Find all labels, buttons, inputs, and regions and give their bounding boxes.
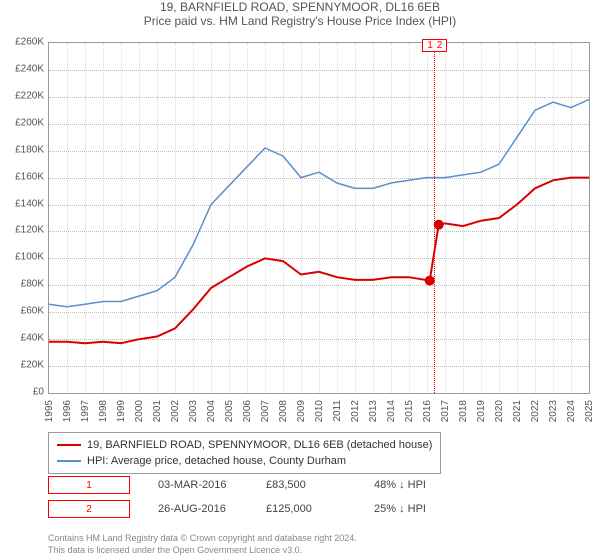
legend-item: 19, BARNFIELD ROAD, SPENNYMOOR, DL16 6EB… [57, 437, 432, 453]
transaction-row: 1 03-MAR-2016 £83,500 48% ↓ HPI [48, 476, 454, 494]
transaction-delta: 48% ↓ HPI [374, 479, 454, 491]
series-hpi_durham [49, 100, 589, 307]
callout-box: 12 [422, 39, 447, 52]
chart-plot-area: 12 [48, 42, 590, 394]
price-marker [425, 276, 435, 286]
legend-item: HPI: Average price, detached house, Coun… [57, 453, 432, 469]
transactions-table: 1 03-MAR-2016 £83,500 48% ↓ HPI 2 26-AUG… [48, 476, 454, 524]
footer-attribution: Contains HM Land Registry data © Crown c… [48, 532, 357, 556]
legend: 19, BARNFIELD ROAD, SPENNYMOOR, DL16 6EB… [48, 432, 441, 474]
footer-line: Contains HM Land Registry data © Crown c… [48, 532, 357, 544]
transaction-date: 26-AUG-2016 [158, 503, 238, 515]
x-axis-labels: 1995199619971998199920002001200220032004… [48, 396, 588, 436]
transaction-price: £125,000 [266, 503, 346, 515]
transaction-row: 2 26-AUG-2016 £125,000 25% ↓ HPI [48, 500, 454, 518]
legend-label: 19, BARNFIELD ROAD, SPENNYMOOR, DL16 6EB… [87, 437, 432, 453]
footer-line: This data is licensed under the Open Gov… [48, 544, 357, 556]
transaction-price: £83,500 [266, 479, 346, 491]
transaction-marker-icon: 2 [48, 500, 130, 518]
legend-swatch [57, 444, 81, 446]
transaction-delta: 25% ↓ HPI [374, 503, 454, 515]
legend-label: HPI: Average price, detached house, Coun… [87, 453, 346, 469]
transaction-date: 03-MAR-2016 [158, 479, 238, 491]
y-axis-labels: £0£20K£40K£60K£80K£100K£120K£140K£160K£1… [2, 42, 46, 392]
chart-lines [49, 43, 589, 393]
chart-subtitle: Price paid vs. HM Land Registry's House … [0, 14, 600, 28]
series-property_price [49, 178, 589, 344]
legend-swatch [57, 460, 81, 462]
transaction-marker-icon: 1 [48, 476, 130, 494]
chart-title: 19, BARNFIELD ROAD, SPENNYMOOR, DL16 6EB [0, 0, 600, 14]
price-marker [434, 220, 444, 230]
